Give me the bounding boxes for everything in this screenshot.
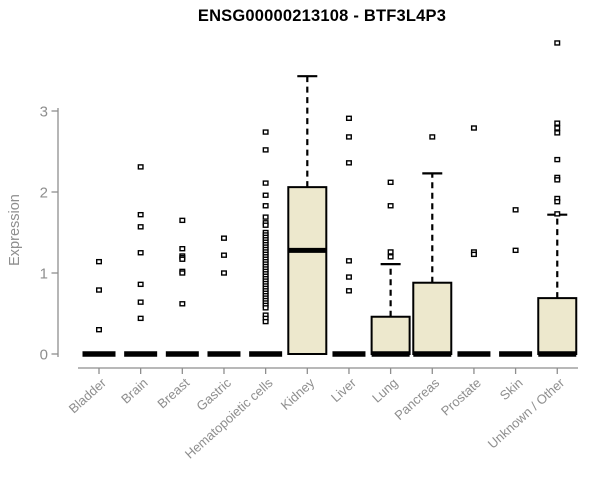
outlier-point [512, 247, 519, 254]
outlier-point [554, 40, 561, 46]
outlier-point [554, 177, 561, 183]
x-tick-label: Breast [154, 375, 192, 412]
median-Breast [165, 351, 199, 357]
outlier-point [387, 249, 394, 255]
box-Lung [370, 315, 411, 355]
median-Unknown / Other [538, 351, 577, 357]
median-Pancreas [413, 351, 452, 357]
outlier-point [345, 274, 352, 280]
outlier-point [262, 318, 269, 325]
outlier-point [345, 134, 352, 140]
outlier-point [387, 179, 394, 185]
median-Liver [332, 351, 366, 357]
outlier-point [95, 327, 102, 333]
outlier-point [387, 203, 394, 209]
outlier-point [345, 115, 352, 121]
outlier-point [262, 214, 269, 220]
outlier-point [179, 217, 186, 224]
outlier-point [95, 258, 102, 265]
box-Pancreas [412, 281, 453, 355]
outlier-point [179, 245, 186, 252]
outlier-point [554, 120, 561, 126]
outlier-point [220, 235, 227, 241]
outlier-point [137, 250, 144, 256]
x-tick-label: Liver [328, 375, 359, 405]
outlier-point [512, 207, 519, 213]
x-tick-label: Pancreas [391, 375, 442, 423]
outlier-point [137, 164, 144, 170]
outlier-point [262, 129, 269, 135]
outlier-point [95, 287, 102, 293]
outlier-point [554, 125, 561, 131]
outlier-point [179, 270, 186, 276]
x-tick-label: Skin [497, 375, 526, 403]
outlier-point [220, 270, 227, 276]
x-tick-label: Prostate [438, 375, 484, 419]
median-Skin [499, 351, 533, 357]
outlier-point [262, 180, 269, 186]
outlier-point [470, 125, 477, 131]
y-tick-label: 1 [40, 266, 48, 283]
median-Prostate [457, 351, 491, 357]
outlier-point [262, 192, 269, 198]
outlier-point [262, 203, 269, 209]
outlier-point [220, 252, 227, 258]
y-tick-label: 0 [40, 347, 48, 364]
outlier-point [470, 251, 477, 258]
outlier-point [179, 301, 186, 307]
x-tick-label: Kidney [278, 375, 318, 413]
x-tick-label: Brain [118, 375, 151, 406]
outlier-point [387, 254, 394, 260]
outlier-point [554, 130, 561, 136]
outlier-point [345, 258, 352, 264]
outlier-point [137, 224, 144, 230]
outlier-point [345, 288, 352, 294]
x-tick-label: Unknown / Other [485, 375, 568, 452]
outlier-point [429, 134, 436, 140]
outlier-point [554, 156, 561, 163]
box-Kidney [287, 186, 328, 355]
median-Bladder [82, 351, 116, 357]
outlier-point [179, 256, 186, 262]
outlier-point [137, 299, 144, 305]
box-Unknown / Other [537, 297, 578, 355]
outlier-point [554, 199, 561, 205]
outlier-point [554, 211, 561, 217]
median-Brain [124, 351, 158, 357]
outlier-point [137, 281, 144, 288]
outlier-point [262, 305, 269, 311]
outlier-point [345, 160, 352, 166]
median-Gastric [207, 351, 241, 357]
y-tick-label: 3 [40, 104, 48, 121]
outlier-point [137, 211, 144, 218]
y-axis-title: Expression [7, 194, 23, 266]
outlier-point [137, 315, 144, 322]
outlier-point [262, 147, 269, 153]
chart-title: ENSG00000213108 - BTF3L4P3 [197, 7, 447, 25]
x-tick-label: Lung [369, 375, 401, 405]
x-tick-label: Bladder [66, 375, 110, 417]
y-tick-label: 2 [40, 185, 48, 202]
outlier-point [262, 222, 269, 228]
median-Hematopoietic cells [249, 351, 283, 357]
median-Lung [371, 351, 410, 357]
